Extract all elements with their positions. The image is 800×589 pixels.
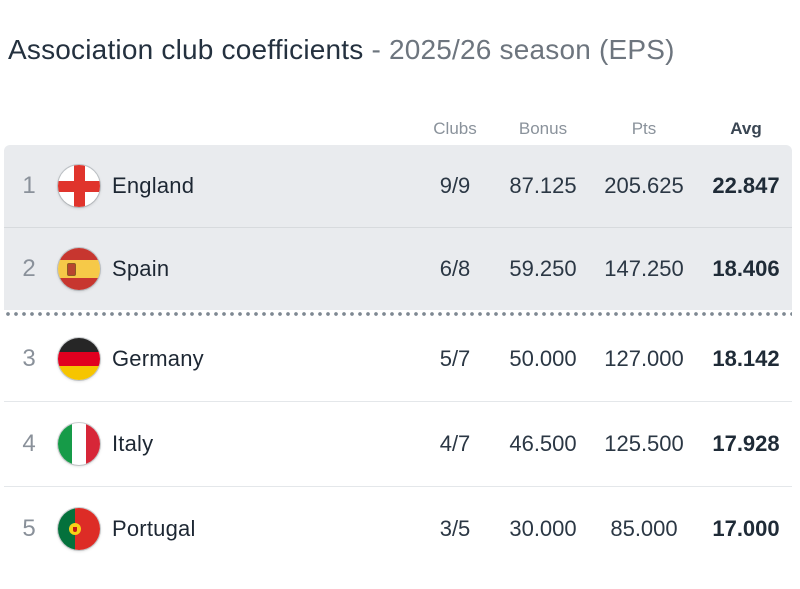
avg-value: 17.928 — [712, 431, 780, 456]
pts-value: 85.000 — [610, 516, 678, 541]
bonus-value: 30.000 — [509, 516, 577, 541]
country-cell: Italy — [54, 423, 412, 465]
rank-value: 5 — [22, 515, 36, 542]
qualified-zone-block: 1 England 9/9 87.125 205.625 22.847 2 Sp… — [4, 145, 792, 310]
avg-value: 18.406 — [712, 256, 780, 281]
association-coefficients-table: Clubs Bonus Pts Avg 1 England 9/9 87.125… — [4, 115, 792, 571]
germany-flag-icon — [58, 338, 100, 380]
pts-value: 205.625 — [604, 173, 684, 198]
avg-value: 17.000 — [712, 516, 780, 541]
table-header-row: Clubs Bonus Pts Avg — [4, 115, 792, 143]
bonus-value: 46.500 — [509, 431, 577, 456]
column-header-clubs: Clubs — [433, 119, 477, 138]
table-row-germany[interactable]: 3 Germany 5/7 50.000 127.000 18.142 — [4, 317, 792, 402]
country-name: Italy — [112, 431, 154, 456]
spain-flag-icon — [58, 248, 100, 290]
pts-value: 127.000 — [604, 346, 684, 371]
country-cell: Spain — [54, 248, 412, 290]
page-title: Association club coefficients - 2025/26 … — [8, 34, 792, 66]
column-header-bonus: Bonus — [518, 119, 568, 138]
avg-value: 22.847 — [712, 173, 780, 198]
italy-flag-icon — [58, 423, 100, 465]
table-row-spain[interactable]: 2 Spain 6/8 59.250 147.250 18.406 — [4, 228, 792, 310]
clubs-value: 6/8 — [439, 256, 471, 281]
table-row-italy[interactable]: 4 Italy 4/7 46.500 125.500 17.928 — [4, 402, 792, 487]
country-cell: Germany — [54, 338, 412, 380]
bonus-value: 87.125 — [509, 173, 577, 198]
bonus-value: 59.250 — [509, 256, 577, 281]
country-name: Spain — [112, 256, 170, 281]
country-name: England — [112, 173, 195, 198]
country-cell: Portugal — [54, 508, 412, 550]
column-header-pts: Pts — [631, 119, 657, 138]
non-qualified-zone-block: 3 Germany 5/7 50.000 127.000 18.142 4 It… — [4, 317, 792, 571]
rank-value: 1 — [22, 172, 36, 199]
rank-value: 3 — [22, 345, 36, 372]
rank-value: 4 — [22, 430, 36, 457]
clubs-value: 5/7 — [439, 346, 471, 371]
table-row-portugal[interactable]: 5 Portugal 3/5 30.000 85.000 17.000 — [4, 487, 792, 571]
column-header-avg: Avg — [730, 119, 762, 138]
rank-value: 2 — [22, 255, 36, 282]
avg-value: 18.142 — [712, 346, 780, 371]
bonus-value: 50.000 — [509, 346, 577, 371]
page-title-suffix: - 2025/26 season (EPS) — [363, 34, 675, 65]
clubs-value: 4/7 — [439, 431, 471, 456]
clubs-value: 9/9 — [439, 173, 471, 198]
page-title-main: Association club coefficients — [8, 34, 364, 65]
country-cell: England — [54, 165, 412, 207]
england-flag-icon — [58, 165, 100, 207]
pts-value: 147.250 — [604, 256, 684, 281]
clubs-value: 3/5 — [439, 516, 471, 541]
country-name: Portugal — [112, 516, 196, 541]
portugal-flag-icon — [58, 508, 100, 550]
country-name: Germany — [112, 346, 204, 371]
pts-value: 125.500 — [604, 431, 684, 456]
table-row-england[interactable]: 1 England 9/9 87.125 205.625 22.847 — [4, 145, 792, 228]
qualification-cutoff-separator — [4, 311, 792, 317]
